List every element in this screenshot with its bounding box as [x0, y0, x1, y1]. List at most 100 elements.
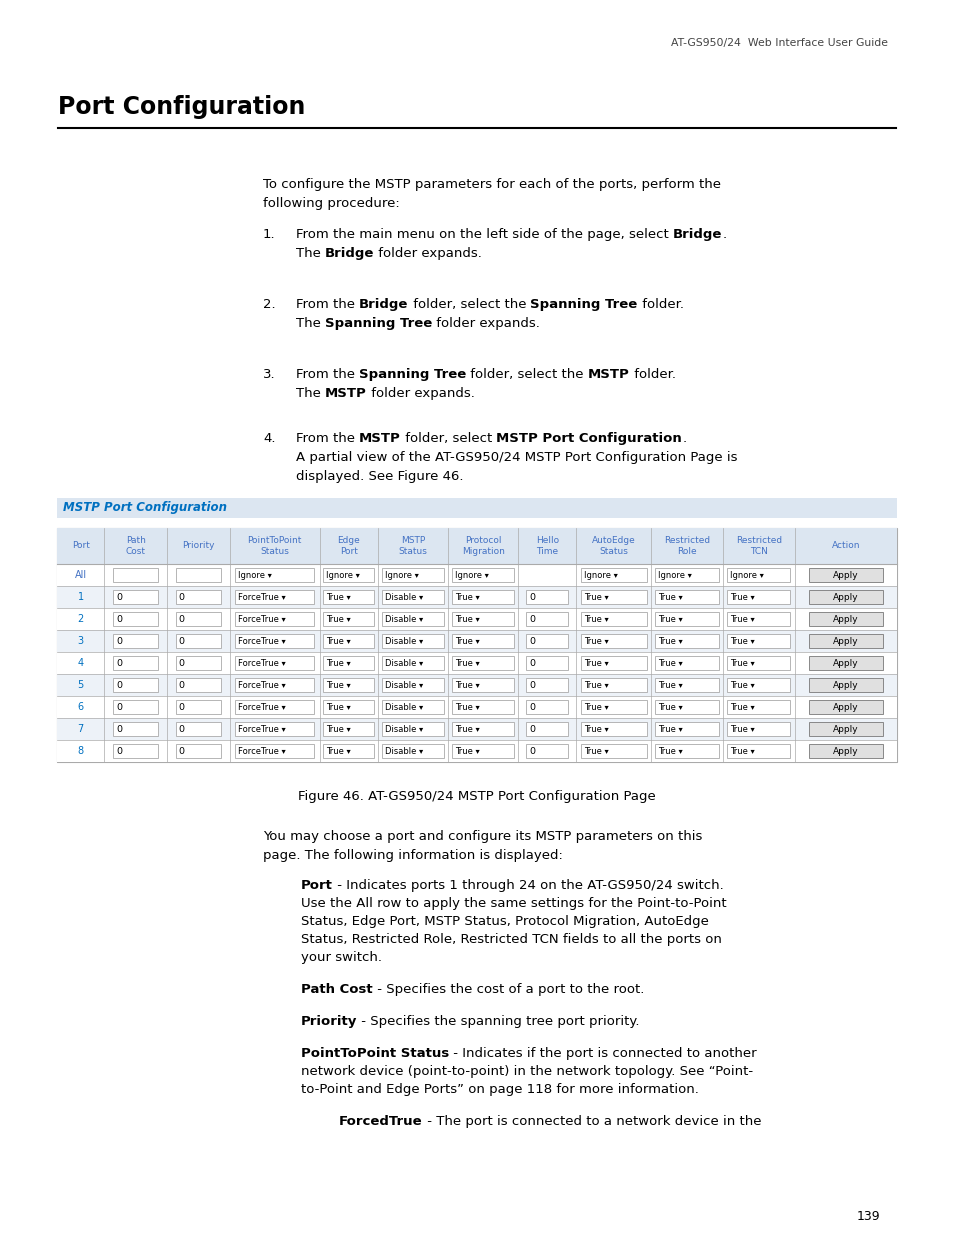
Text: MSTP: MSTP	[359, 432, 400, 445]
Bar	[580, 611, 646, 626]
Bar	[175, 656, 220, 671]
Text: ForceTrue ▾: ForceTrue ▾	[237, 746, 286, 756]
Bar	[381, 656, 443, 671]
Bar	[381, 611, 443, 626]
Text: Bridge: Bridge	[325, 247, 375, 261]
Text: Port: Port	[71, 541, 90, 551]
Text: 0: 0	[178, 615, 185, 624]
Text: folder, select: folder, select	[400, 432, 496, 445]
Text: True ▾: True ▾	[658, 593, 682, 601]
Bar	[655, 634, 718, 648]
Text: AutoEdge
Status: AutoEdge Status	[591, 536, 635, 556]
Bar	[323, 656, 374, 671]
Bar	[726, 568, 789, 582]
Text: True ▾: True ▾	[326, 746, 351, 756]
Text: Spanning Tree: Spanning Tree	[530, 298, 637, 311]
Text: The: The	[295, 317, 325, 330]
Text: folder, select the: folder, select the	[466, 368, 588, 382]
Bar	[234, 656, 314, 671]
Bar	[452, 700, 514, 714]
Bar	[808, 611, 882, 626]
Bar	[381, 743, 443, 758]
Bar	[726, 721, 789, 736]
Bar	[234, 678, 314, 692]
Text: From the: From the	[295, 432, 359, 445]
Bar	[726, 678, 789, 692]
Bar	[57, 529, 896, 564]
Text: True ▾: True ▾	[658, 703, 682, 711]
Text: Ignore ▾: Ignore ▾	[729, 571, 763, 579]
Text: Apply: Apply	[832, 725, 858, 734]
Text: True ▾: True ▾	[729, 636, 754, 646]
Text: 2: 2	[77, 614, 84, 624]
Text: 0: 0	[529, 680, 535, 689]
Text: 0: 0	[116, 680, 122, 689]
Bar	[452, 743, 514, 758]
Text: True ▾: True ▾	[455, 593, 479, 601]
Text: True ▾: True ▾	[455, 746, 479, 756]
Text: Apply: Apply	[832, 571, 858, 579]
Bar	[323, 611, 374, 626]
Text: ForceTrue ▾: ForceTrue ▾	[237, 658, 286, 667]
Text: PointToPoint
Status: PointToPoint Status	[247, 536, 301, 556]
Bar	[234, 590, 314, 604]
Text: Port Configuration: Port Configuration	[58, 95, 305, 119]
Text: ForceTrue ▾: ForceTrue ▾	[237, 680, 286, 689]
Bar	[808, 656, 882, 671]
Bar	[57, 718, 896, 740]
Bar	[175, 568, 220, 582]
Text: Ignore ▾: Ignore ▾	[583, 571, 617, 579]
Bar	[234, 743, 314, 758]
Text: Ignore ▾: Ignore ▾	[385, 571, 418, 579]
Text: Ignore ▾: Ignore ▾	[455, 571, 489, 579]
Text: True ▾: True ▾	[729, 658, 754, 667]
Text: folder expands.: folder expands.	[367, 387, 475, 400]
Text: page. The following information is displayed:: page. The following information is displ…	[263, 848, 562, 862]
Bar	[526, 611, 568, 626]
Text: Status, Restricted Role, Restricted TCN fields to all the ports on: Status, Restricted Role, Restricted TCN …	[301, 932, 721, 946]
Text: Apply: Apply	[832, 746, 858, 756]
Bar	[323, 590, 374, 604]
Text: True ▾: True ▾	[455, 725, 479, 734]
Bar	[381, 678, 443, 692]
Text: 0: 0	[178, 746, 185, 756]
Bar	[57, 652, 896, 674]
Text: True ▾: True ▾	[326, 703, 351, 711]
Bar	[57, 498, 896, 517]
Text: True ▾: True ▾	[583, 746, 608, 756]
Text: True ▾: True ▾	[455, 680, 479, 689]
Text: folder expands.: folder expands.	[432, 317, 539, 330]
Text: True ▾: True ▾	[583, 725, 608, 734]
Text: 0: 0	[116, 615, 122, 624]
Text: MSTP: MSTP	[588, 368, 629, 382]
Bar	[113, 634, 158, 648]
Bar	[452, 678, 514, 692]
Text: MSTP Port Configuration: MSTP Port Configuration	[496, 432, 681, 445]
Text: True ▾: True ▾	[729, 593, 754, 601]
Text: Port: Port	[301, 879, 333, 892]
Bar	[113, 568, 158, 582]
Bar	[234, 634, 314, 648]
Bar	[580, 656, 646, 671]
Text: Status, Edge Port, MSTP Status, Protocol Migration, AutoEdge: Status, Edge Port, MSTP Status, Protocol…	[301, 915, 708, 927]
Text: Spanning Tree: Spanning Tree	[325, 317, 432, 330]
Bar	[57, 585, 896, 608]
Text: True ▾: True ▾	[658, 746, 682, 756]
Text: ForceTrue ▾: ForceTrue ▾	[237, 593, 286, 601]
Text: 0: 0	[116, 703, 122, 711]
Text: Apply: Apply	[832, 636, 858, 646]
Text: Apply: Apply	[832, 680, 858, 689]
Bar	[808, 743, 882, 758]
Text: Apply: Apply	[832, 593, 858, 601]
Text: You may choose a port and configure its MSTP parameters on this: You may choose a port and configure its …	[263, 830, 701, 844]
Text: - Specifies the cost of a port to the root.: - Specifies the cost of a port to the ro…	[373, 983, 643, 995]
Text: The: The	[295, 247, 325, 261]
Text: True ▾: True ▾	[583, 636, 608, 646]
Text: Disable ▾: Disable ▾	[385, 725, 423, 734]
Text: folder, select the: folder, select the	[408, 298, 530, 311]
Text: 0: 0	[178, 658, 185, 667]
Bar	[113, 743, 158, 758]
Bar	[113, 590, 158, 604]
Bar	[580, 590, 646, 604]
Text: - Indicates ports 1 through 24 on the AT-GS950/24 switch.: - Indicates ports 1 through 24 on the AT…	[333, 879, 723, 892]
